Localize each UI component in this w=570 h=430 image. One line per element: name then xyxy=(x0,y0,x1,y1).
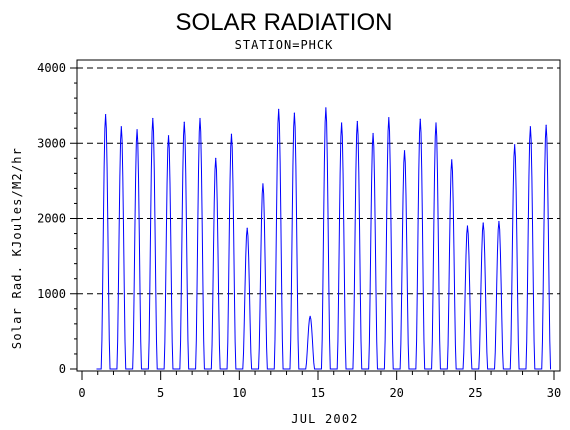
x-axis: 0 5 10 15 20 25 30 xyxy=(78,371,561,400)
day-peak-point xyxy=(199,117,201,120)
day-peak-point xyxy=(372,132,374,135)
y-tick-label: 1000 xyxy=(37,287,66,301)
day-peak-point xyxy=(403,150,406,152)
y-tick-label: 2000 xyxy=(37,212,66,226)
day-peak-point xyxy=(167,135,170,137)
day-peak-point xyxy=(435,122,437,124)
x-tick-label: 20 xyxy=(389,386,403,400)
reference-lines xyxy=(77,67,560,295)
x-tick-label: 15 xyxy=(311,386,325,400)
day-peak-point xyxy=(246,227,248,229)
y-axis: 0 1000 2000 3000 4000 xyxy=(37,61,77,376)
day-peak-point xyxy=(309,315,311,317)
x-axis-label: JUL 2002 xyxy=(291,412,358,426)
day-peak-point xyxy=(466,225,469,227)
day-peak-point xyxy=(293,112,295,114)
y-tick-label: 3000 xyxy=(37,136,66,150)
day-peak-point xyxy=(356,120,358,123)
day-peak-point xyxy=(136,129,138,131)
day-peak-point xyxy=(325,107,327,109)
day-peak-point xyxy=(278,108,280,110)
day-peak-point xyxy=(545,124,547,126)
day-peak-point xyxy=(498,220,500,223)
day-peak-point xyxy=(482,222,484,224)
y-axis-label: Solar Rad. KJoules/M2/hr xyxy=(10,147,24,349)
day-peak-point xyxy=(105,114,107,116)
day-peak-point xyxy=(341,122,343,124)
day-peak-point xyxy=(388,117,390,119)
x-tick-label: 10 xyxy=(232,386,246,400)
x-tick-label: 30 xyxy=(547,386,561,400)
day-peak-point xyxy=(215,157,217,159)
chart-subtitle: STATION=PHCK xyxy=(235,38,334,52)
day-peak-point xyxy=(120,126,122,128)
x-tick-label: 5 xyxy=(157,386,164,400)
x-tick-label: 25 xyxy=(468,386,482,400)
day-peak-point xyxy=(514,144,516,146)
series-line-0 xyxy=(96,107,552,370)
chart-title: SOLAR RADIATION xyxy=(176,9,393,36)
y-tick-label: 4000 xyxy=(37,61,66,75)
day-peak-point xyxy=(262,183,264,185)
day-peak-point xyxy=(183,121,185,123)
day-peak-point xyxy=(451,159,453,161)
series-layer xyxy=(96,107,552,370)
day-peak-point xyxy=(230,133,233,135)
x-tick-label: 0 xyxy=(78,386,85,400)
y-tick-label: 0 xyxy=(59,362,66,376)
day-peak-point xyxy=(152,117,154,120)
day-peak-point xyxy=(529,126,532,128)
day-peak-point xyxy=(419,118,421,120)
